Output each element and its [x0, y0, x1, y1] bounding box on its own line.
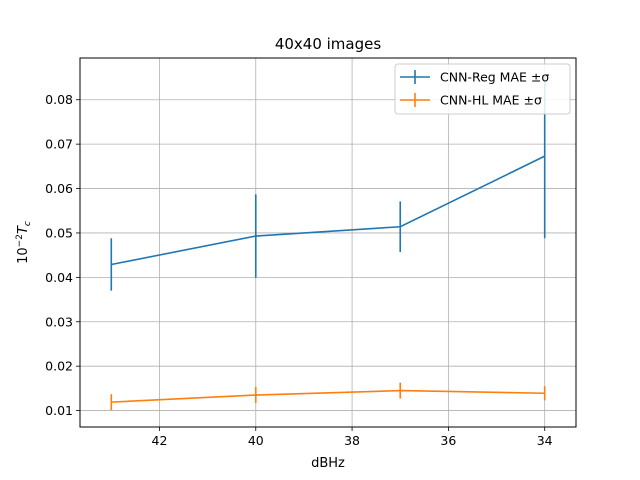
x-tick-label: 36 — [440, 433, 456, 448]
x-tick-label: 40 — [248, 433, 264, 448]
y-tick-label: 0.02 — [45, 359, 73, 374]
chart-title: 40x40 images — [275, 35, 382, 53]
series-2 — [110, 382, 546, 411]
data-point — [543, 155, 546, 157]
series-line — [111, 155, 546, 266]
y-tick-label: 0.06 — [45, 181, 73, 196]
y-tick-label: 0.05 — [45, 225, 73, 240]
y-tick-label: 0.03 — [45, 314, 73, 329]
x-tick-label: 38 — [344, 433, 360, 448]
y-tick-label: 0.08 — [45, 92, 73, 107]
plot-frame — [79, 57, 577, 428]
y-tick-label: 0.01 — [45, 403, 73, 418]
series-layer — [110, 73, 546, 411]
data-point — [110, 263, 113, 266]
legend-label: CNN-HL MAE ±σ — [440, 93, 542, 108]
data-point — [110, 401, 113, 403]
legend-label: CNN-Reg MAE ±σ — [440, 70, 549, 85]
x-tick-label: 42 — [152, 433, 168, 448]
series-line — [111, 389, 545, 403]
data-point — [254, 394, 257, 396]
legend-box — [394, 63, 571, 115]
data-point — [254, 235, 257, 237]
data-point — [399, 225, 402, 228]
y-axis-label: 10−2Tc — [15, 221, 33, 264]
x-tick-label: 34 — [537, 433, 553, 448]
x-axis-label: dBHz — [311, 456, 345, 471]
ticks: 42 40 38 36 34 0.01 0.02 0.03 0.04 0.05 0.06 0.07 0.… — [45, 92, 553, 448]
data-point — [399, 389, 402, 392]
y-tick-label: 0.07 — [45, 137, 73, 152]
data-point — [543, 392, 546, 395]
legend: CNN-Reg MAE ±σ CNN-HL MAE ±σ — [394, 63, 571, 115]
y-tick-label: 0.04 — [45, 270, 73, 285]
